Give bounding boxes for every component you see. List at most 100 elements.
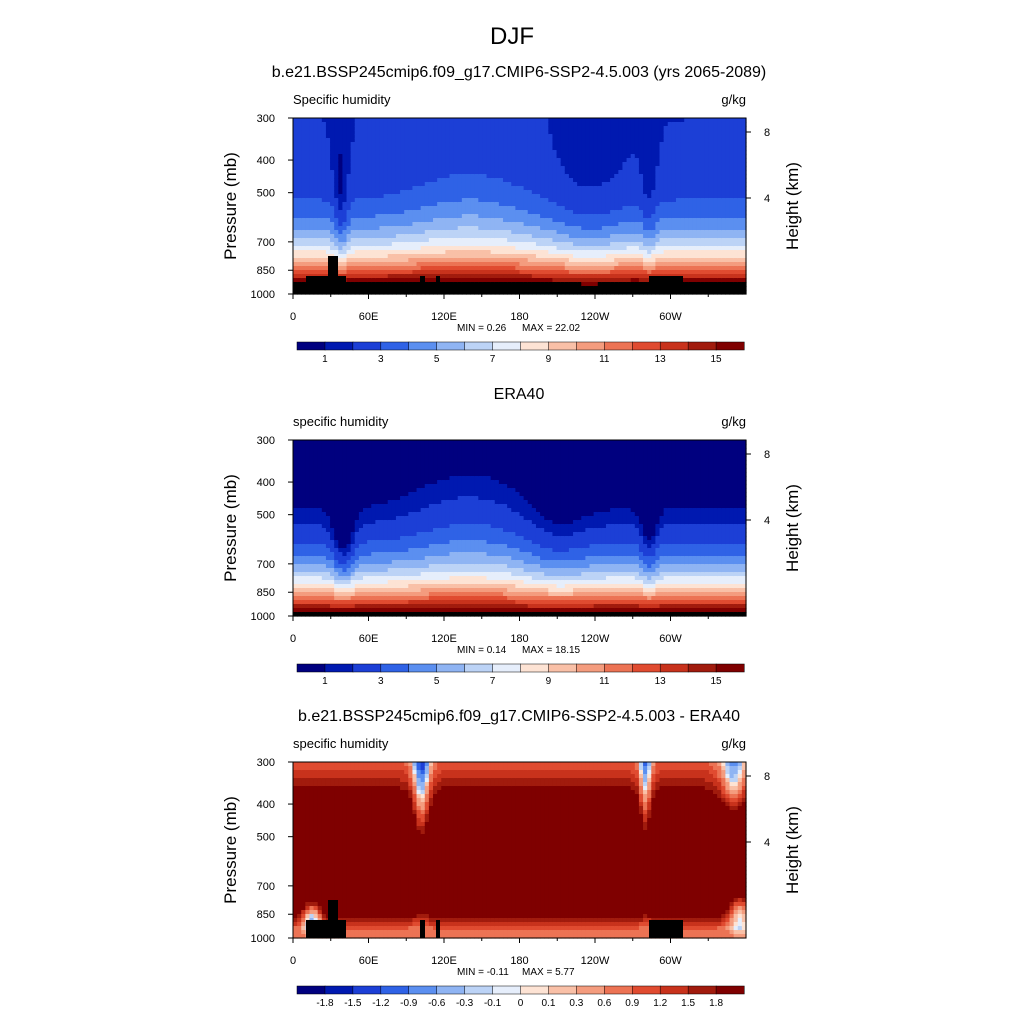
contour-cell [605,286,611,291]
contour-cell [375,118,381,123]
contour-cell [531,142,537,147]
contour-cell [688,150,694,155]
contour-cell [585,266,591,271]
contour-cell [371,118,376,123]
contour-cell [416,222,422,227]
contour-cell [737,282,743,287]
contour-cell [445,186,451,191]
contour-cell [408,210,414,215]
contour-cell [675,218,681,223]
contour-cell [593,174,599,179]
contour-cell [638,182,644,187]
contour-cell [354,162,360,167]
contour-cell [354,258,360,263]
contour-cell [490,290,496,295]
contour-cell [461,266,467,271]
contour-cell [552,230,558,235]
contour-cell [684,170,689,175]
contour-cell [297,456,302,461]
contour-cell [535,126,541,131]
contour-cell [371,286,376,291]
contour-cell [437,182,442,187]
contour-cell [363,118,368,123]
contour-cell [515,158,521,163]
contour-cell [680,194,685,199]
contour-cell [511,238,516,243]
contour-cell [511,214,516,219]
contour-cell [597,222,603,227]
contour-cell [713,182,718,187]
contour-cell [293,504,298,509]
contour-cell [424,246,430,251]
contour-cell [424,162,430,167]
contour-cell [441,150,446,155]
contour-cell [503,246,508,251]
contour-cell [585,274,591,279]
contour-cell [383,254,389,259]
contour-cell [470,282,475,287]
contour-cell [383,190,389,195]
contour-cell [424,198,430,203]
contour-cell [560,242,566,247]
contour-cell [713,282,718,287]
contour-cell [338,230,344,235]
contour-cell [309,218,315,223]
contour-cell [721,290,727,295]
contour-cell [568,202,574,207]
contour-cell [564,190,570,195]
contour-cell [647,182,652,187]
contour-cell [622,230,628,235]
contour-cell [523,130,529,135]
contour-cell [465,218,471,223]
contour-cell [297,214,302,219]
contour-cell [725,126,731,131]
contour-cell [556,170,562,175]
contour-cell [445,222,451,227]
contour-cell [688,214,694,219]
contour-cell [325,126,331,131]
contour-cell [618,162,624,167]
contour-cell [363,122,368,127]
contour-cell [371,210,376,215]
contour-cell [408,258,414,263]
contour-cell [346,210,352,215]
contour-cell [597,210,603,215]
contour-cell [465,118,471,123]
contour-cell [605,178,611,183]
contour-cell [507,242,512,247]
contour-cell [428,278,434,283]
contour-cell [408,134,414,139]
contour-cell [408,286,414,291]
contour-cell [350,258,356,263]
contour-cell [408,262,414,267]
contour-cell [548,266,554,271]
contour-cell [675,270,681,275]
contour-cell [321,254,327,259]
contour-cell [552,182,558,187]
contour-cell [424,142,430,147]
contour-cell [375,134,381,139]
contour-cell [531,254,537,259]
contour-cell [482,182,488,187]
contour-cell [503,158,508,163]
contour-cell [638,226,644,231]
contour-cell [593,282,599,287]
contour-cell [297,146,302,151]
contour-cell [503,130,508,135]
contour-cell [437,198,442,203]
contour-cell [457,142,463,147]
contour-cell [585,138,591,143]
contour-cell [367,198,372,203]
contour-cell [655,242,661,247]
contour-cell [490,226,496,231]
contour-cell [449,206,455,211]
contour-cell [486,178,492,183]
contour-cell [573,242,578,247]
contour-cell [358,150,364,155]
contour-cell [675,242,681,247]
contour-cell [416,274,422,279]
contour-cell [704,266,710,271]
contour-cell [293,536,298,541]
contour-cell [725,162,731,167]
contour-cell [478,290,484,295]
